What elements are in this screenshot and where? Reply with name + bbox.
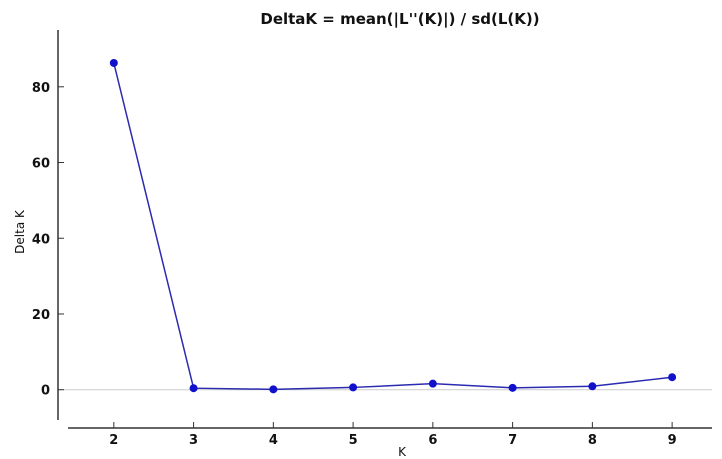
x-tick-label: 7 <box>508 433 517 448</box>
x-tick-label: 6 <box>428 433 437 448</box>
series-layer <box>109 58 677 394</box>
chart-title: DeltaK = mean(|L''(K)|) / sd(L(K)) <box>260 10 539 29</box>
data-point <box>109 58 118 67</box>
y-tick-label: 20 <box>32 308 50 323</box>
y-tick-label: 0 <box>41 384 50 399</box>
series-line <box>113 62 673 391</box>
x-tick-label: 4 <box>269 433 278 448</box>
x-tick-label: 2 <box>109 433 118 448</box>
data-point <box>428 379 437 388</box>
x-tick-label: 3 <box>189 433 198 448</box>
data-point <box>349 383 358 392</box>
y-tick-label: 60 <box>32 157 50 172</box>
y-axis-label: Delta K <box>13 209 27 254</box>
x-tick-label: 9 <box>668 433 677 448</box>
axes: 0 20 40 60 80 2 3 4 5 6 7 8 9 <box>32 30 712 448</box>
data-point <box>588 382 597 391</box>
x-tick-label: 8 <box>588 433 597 448</box>
data-point <box>189 384 198 393</box>
data-point <box>668 373 677 382</box>
data-point <box>508 383 517 392</box>
y-tick-label: 40 <box>32 232 50 247</box>
y-tick-label: 80 <box>32 81 50 96</box>
x-tick-label: 5 <box>349 433 358 448</box>
x-axis-label: K <box>398 445 407 459</box>
data-point <box>269 385 278 394</box>
